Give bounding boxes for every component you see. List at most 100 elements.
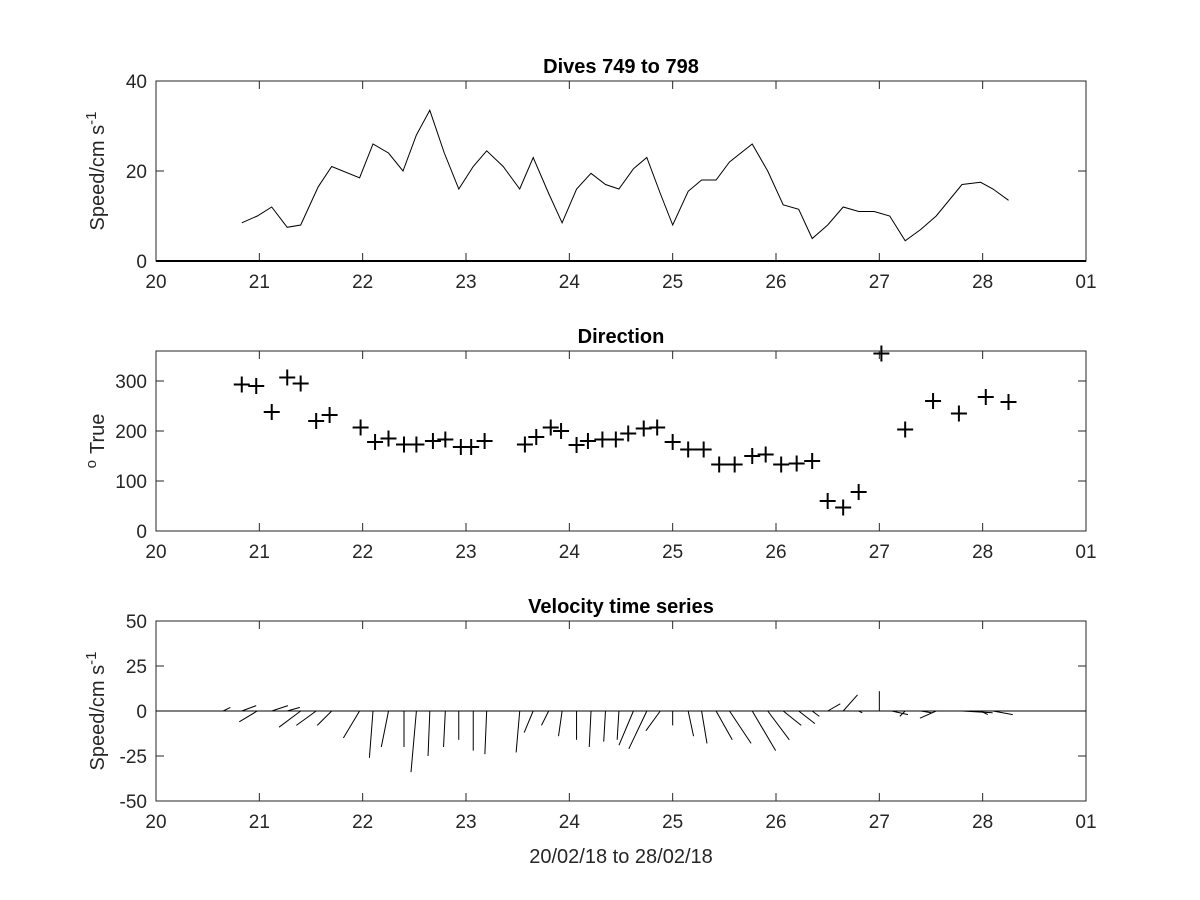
velocity-stick bbox=[588, 710, 592, 748]
x-tick-label: 28 bbox=[972, 812, 993, 833]
direction-marker bbox=[248, 378, 265, 394]
y-axis-label-superscript: -1 bbox=[83, 112, 100, 125]
direction-marker bbox=[476, 433, 493, 449]
x-axis-label: 20/02/18 to 28/02/18 bbox=[529, 846, 713, 868]
axes-box bbox=[155, 80, 1087, 262]
direction-marker bbox=[664, 434, 681, 450]
velocity-stick bbox=[858, 710, 863, 714]
direction-marker bbox=[528, 429, 545, 445]
x-tick-label: 26 bbox=[765, 272, 786, 293]
velocity-stick bbox=[287, 706, 300, 712]
velocity-stick bbox=[827, 703, 841, 712]
direction-marker bbox=[279, 369, 296, 386]
chart-title: Direction bbox=[578, 326, 665, 348]
x-tick-label: 23 bbox=[455, 272, 476, 293]
velocity-stick bbox=[443, 710, 446, 748]
direction-marker bbox=[516, 436, 533, 453]
direction-marker bbox=[579, 433, 596, 449]
velocity-stick bbox=[891, 710, 909, 716]
velocity-stick bbox=[701, 710, 708, 744]
x-tick-label: 01 bbox=[1075, 812, 1096, 833]
direction-marker bbox=[711, 456, 728, 473]
y-axis-label: oTrue bbox=[83, 414, 110, 469]
y-tick-label: 0 bbox=[136, 522, 147, 543]
velocity-stick bbox=[687, 710, 695, 737]
velocity-stick bbox=[484, 710, 488, 755]
subplot-2: 20 21 22 23 24 25 26 27 28 01 0 100 200 300 Direction o… bbox=[83, 326, 1097, 563]
direction-marker bbox=[352, 419, 369, 436]
velocity-stick bbox=[919, 710, 937, 719]
velocity-stick bbox=[515, 710, 521, 753]
y-tick-label: 0 bbox=[136, 252, 147, 273]
velocity-stick bbox=[541, 710, 550, 726]
y-tick-label: 200 bbox=[115, 422, 147, 443]
velocity-stick bbox=[842, 694, 858, 712]
velocity-stick bbox=[296, 710, 317, 726]
direction-marker bbox=[950, 405, 967, 422]
direction-marker bbox=[773, 456, 790, 473]
direction-marker bbox=[620, 425, 637, 442]
velocity-stick bbox=[645, 710, 661, 732]
direction-marker bbox=[649, 419, 666, 436]
x-tick-label: 22 bbox=[352, 542, 373, 563]
x-tick-label: 26 bbox=[765, 542, 786, 563]
direction-marker bbox=[321, 407, 338, 423]
velocity-stick bbox=[751, 710, 777, 751]
y-tick-label: 20 bbox=[126, 162, 147, 183]
direction-marker bbox=[367, 434, 384, 450]
direction-marker bbox=[726, 456, 743, 473]
direction-marker bbox=[594, 431, 611, 448]
y-tick-label: 0 bbox=[136, 702, 147, 723]
direction-marker bbox=[695, 441, 712, 458]
y-axis-label-superscript: -1 bbox=[83, 652, 100, 665]
direction-marker bbox=[437, 431, 454, 448]
velocity-stick bbox=[729, 710, 752, 744]
x-tick-label: 25 bbox=[662, 272, 683, 293]
x-tick-label: 01 bbox=[1075, 272, 1096, 293]
direction-marker bbox=[263, 404, 280, 420]
y-axis-label-superscript: o bbox=[83, 460, 100, 468]
x-tick-label: 24 bbox=[559, 272, 581, 293]
direction-marker bbox=[977, 389, 994, 405]
subplot-3: 20 21 22 23 24 25 26 27 28 01 -50 -25 0 25 50 Velocity … bbox=[83, 596, 1097, 868]
x-tick-label: 23 bbox=[455, 812, 476, 833]
x-tick-label: 20 bbox=[145, 542, 166, 563]
direction-marker bbox=[804, 453, 821, 469]
velocity-stick bbox=[811, 710, 820, 717]
velocity-stick bbox=[271, 705, 289, 712]
x-tick-label: 21 bbox=[249, 812, 270, 833]
direction-marker bbox=[835, 499, 852, 516]
x-tick-label: 28 bbox=[972, 272, 993, 293]
velocity-stick bbox=[628, 710, 648, 750]
direction-marker bbox=[635, 420, 652, 437]
velocity-stick bbox=[961, 710, 993, 714]
x-tick-label: 26 bbox=[765, 812, 786, 833]
x-tick-label: 20 bbox=[145, 272, 166, 293]
x-tick-label: 24 bbox=[559, 542, 581, 563]
direction-marker bbox=[607, 431, 624, 448]
direction-marker bbox=[542, 419, 559, 436]
direction-marker bbox=[408, 436, 425, 453]
direction-marker bbox=[680, 441, 697, 458]
direction-marker bbox=[850, 484, 867, 500]
velocity-stick bbox=[980, 710, 989, 716]
x-tick-label: 22 bbox=[352, 812, 373, 833]
velocity-stick bbox=[603, 710, 606, 742]
velocity-stick bbox=[278, 710, 301, 728]
axes-box bbox=[155, 350, 1087, 532]
direction-marker bbox=[819, 493, 836, 509]
direction-marker bbox=[744, 448, 761, 464]
y-tick-label: 25 bbox=[126, 657, 147, 678]
direction-marker bbox=[292, 375, 309, 392]
x-tick-label: 23 bbox=[455, 542, 476, 563]
velocity-stick bbox=[427, 710, 431, 757]
speed-line bbox=[241, 109, 1009, 242]
velocity-stick bbox=[241, 705, 257, 712]
velocity-stick bbox=[239, 710, 258, 723]
y-tick-label: -50 bbox=[120, 792, 147, 813]
x-tick-label: 01 bbox=[1075, 542, 1096, 563]
x-tick-label: 21 bbox=[249, 272, 270, 293]
y-tick-label: -25 bbox=[120, 747, 147, 768]
velocity-stick bbox=[782, 710, 802, 726]
